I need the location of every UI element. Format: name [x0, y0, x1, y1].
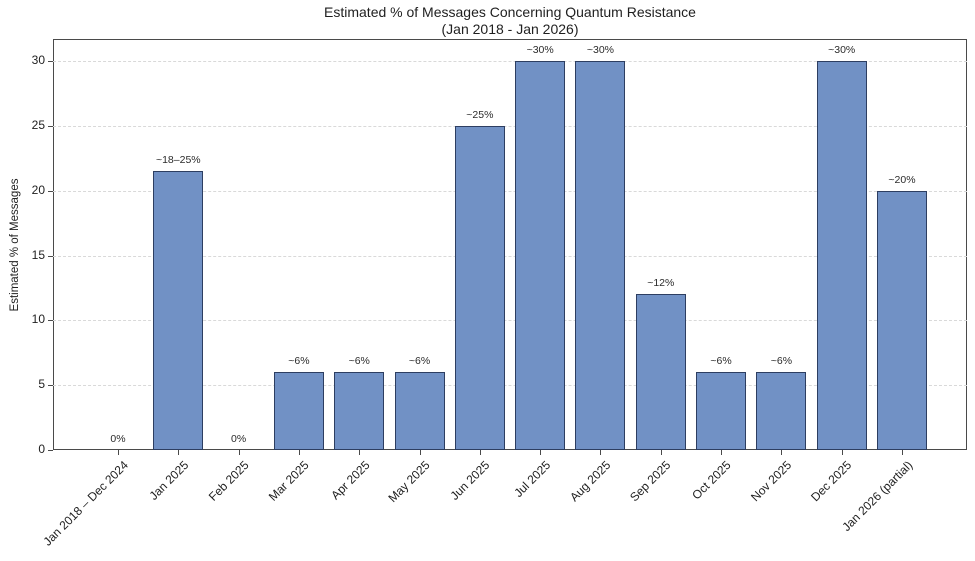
x-tick-mark: [479, 450, 481, 455]
y-axis-label: Estimated % of Messages: [9, 178, 21, 312]
x-tick-mark: [902, 450, 903, 455]
bar: [816, 61, 867, 450]
y-tick-label: 25: [31, 117, 45, 132]
bar: [153, 171, 204, 450]
x-tick-mark: [238, 450, 240, 455]
x-tick-mark: [721, 450, 723, 455]
x-tick-label: Jan 2018 – Dec 2024: [40, 458, 131, 549]
plot-area: [53, 39, 967, 450]
x-tick-mark: [841, 450, 843, 455]
bar: [515, 61, 566, 450]
x-tick-label: Jan 2025: [146, 458, 192, 503]
bar-value-label: ~6%: [408, 355, 431, 368]
gridline: [53, 385, 967, 387]
gridline: [53, 190, 967, 192]
bar-value-label: ~30%: [586, 44, 615, 57]
chart-title-line2: (Jan 2018 - Jan 2026): [441, 21, 579, 37]
y-tick-mark: [48, 320, 53, 322]
bar-value-label: ~30%: [526, 44, 554, 57]
bar-value-label: ~6%: [288, 355, 310, 368]
x-tick-label: Feb 2025: [205, 458, 252, 504]
y-tick-mark: [48, 190, 53, 192]
x-tick-label: Apr 2025: [327, 458, 373, 503]
bar: [635, 294, 686, 450]
gridline: [53, 320, 967, 322]
y-tick-mark: [48, 385, 53, 387]
x-tick-label: Sep 2025: [627, 458, 674, 505]
gridline: [53, 61, 967, 63]
bar-value-label: ~6%: [770, 355, 793, 368]
bar: [394, 372, 445, 450]
x-tick-mark: [118, 450, 119, 455]
x-tick-mark: [178, 450, 180, 455]
bar: [696, 372, 747, 450]
bar-value-label: ~20%: [888, 173, 916, 186]
x-tick-mark: [298, 450, 300, 455]
gridline: [53, 255, 967, 257]
x-tick-label: Jun 2025: [447, 458, 493, 503]
bar: [575, 61, 626, 450]
y-tick-mark: [48, 125, 53, 127]
x-tick-label: Dec 2025: [808, 458, 855, 505]
x-tick-mark: [600, 450, 602, 455]
y-tick-mark: [48, 255, 53, 257]
bar-value-label: 0%: [110, 433, 126, 445]
bar-value-label: ~25%: [466, 108, 494, 121]
x-tick-mark: [540, 450, 542, 455]
x-tick-label: Aug 2025: [567, 458, 614, 505]
bar: [273, 372, 324, 450]
bar-value-label: ~6%: [348, 355, 370, 368]
y-tick-label: 20: [31, 182, 45, 197]
x-tick-label: Mar 2025: [266, 458, 312, 504]
y-tick-label: 5: [38, 377, 45, 392]
chart-title: Estimated % of Messages Concerning Quant…: [53, 4, 967, 38]
chart-title-line1: Estimated % of Messages Concerning Quant…: [324, 4, 696, 20]
x-tick-label: May 2025: [385, 458, 433, 506]
gridline: [53, 125, 967, 127]
x-tick-mark: [781, 450, 783, 455]
y-tick-label: 30: [31, 53, 45, 68]
x-tick-mark: [660, 450, 662, 455]
bar: [877, 190, 927, 450]
y-tick-label: 15: [31, 247, 45, 262]
bar: [756, 372, 807, 450]
x-tick-label: Oct 2025: [689, 458, 734, 503]
y-tick-mark: [48, 450, 53, 451]
y-tick-mark: [48, 61, 53, 63]
bar-value-label: 0%: [231, 433, 247, 445]
bar-value-label: ~18–25%: [155, 154, 201, 167]
x-tick-mark: [359, 450, 361, 455]
bar-value-label: ~12%: [647, 277, 675, 290]
x-tick-label: Jul 2025: [511, 458, 554, 500]
x-tick-mark: [419, 450, 421, 455]
x-tick-label: Nov 2025: [748, 458, 795, 505]
bar-value-label: ~30%: [828, 44, 856, 57]
bar-value-label: ~6%: [710, 355, 732, 368]
y-tick-label: 10: [31, 312, 45, 327]
y-tick-label: 0: [38, 442, 45, 456]
bar: [334, 372, 385, 450]
bar: [454, 125, 505, 450]
